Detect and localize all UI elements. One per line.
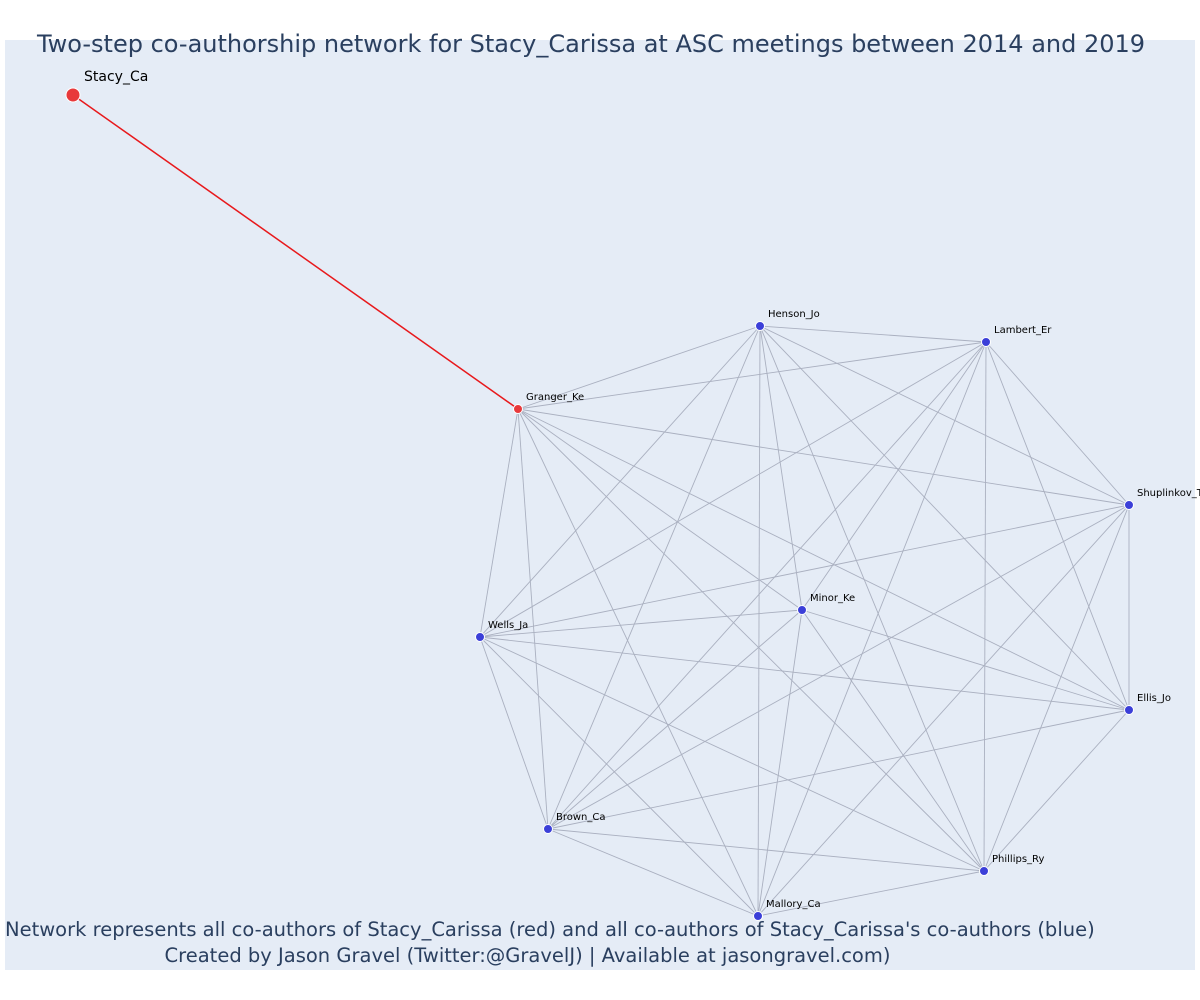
- edge-Henson_Jo-Brown_Ca: [547, 325, 761, 830]
- edge-Wells_Ja-Minor_Ke: [479, 609, 803, 638]
- edge-Henson_Jo-Shuplinkov_T: [759, 325, 1130, 506]
- node-label-Stacy_Ca: Stacy_Ca: [84, 69, 148, 85]
- edge-Mallory_Ca-Brown_Ca: [547, 828, 759, 917]
- node-Lambert_Er[interactable]: [981, 337, 991, 347]
- edge-Stacy_Ca-Granger_Ke: [72, 94, 519, 410]
- edge-Lambert_Er-Mallory_Ca: [757, 341, 987, 917]
- edge-Brown_Ca-Wells_Ja: [479, 636, 549, 830]
- edge-Phillips_Ry-Wells_Ja: [479, 636, 985, 872]
- node-label-Henson_Jo: Henson_Jo: [768, 309, 820, 320]
- node-label-Minor_Ke: Minor_Ke: [810, 593, 855, 604]
- edge-Ellis_Jo-Phillips_Ry: [983, 709, 1130, 872]
- edge-Mallory_Ca-Wells_Ja: [479, 636, 759, 917]
- edge-Shuplinkov_T-Mallory_Ca: [757, 504, 1130, 917]
- edge-Phillips_Ry-Minor_Ke: [801, 609, 985, 872]
- edge-Brown_Ca-Minor_Ke: [547, 609, 803, 830]
- edge-Henson_Jo-Lambert_Er: [759, 325, 987, 343]
- node-Shuplinkov_T[interactable]: [1124, 500, 1134, 510]
- edge-Lambert_Er-Minor_Ke: [801, 341, 987, 611]
- edge-Shuplinkov_T-Brown_Ca: [547, 504, 1130, 830]
- edge-Granger_Ke-Minor_Ke: [517, 408, 803, 611]
- node-label-Ellis_Jo: Ellis_Jo: [1137, 693, 1171, 704]
- edge-Granger_Ke-Mallory_Ca: [517, 408, 759, 917]
- node-label-Shuplinkov_T: Shuplinkov_T: [1137, 488, 1200, 499]
- edge-Granger_Ke-Shuplinkov_T: [517, 408, 1130, 506]
- edge-Granger_Ke-Phillips_Ry: [517, 408, 985, 872]
- edge-Phillips_Ry-Brown_Ca: [547, 828, 985, 872]
- edge-Mallory_Ca-Minor_Ke: [757, 609, 803, 917]
- edge-Granger_Ke-Ellis_Jo: [517, 408, 1130, 711]
- edge-Henson_Jo-Minor_Ke: [759, 325, 803, 611]
- edge-Phillips_Ry-Mallory_Ca: [757, 870, 985, 917]
- node-label-Lambert_Er: Lambert_Er: [994, 325, 1052, 336]
- edge-Henson_Jo-Wells_Ja: [479, 325, 761, 638]
- edge-Ellis_Jo-Minor_Ke: [801, 609, 1130, 711]
- edge-Lambert_Er-Phillips_Ry: [983, 341, 987, 872]
- edge-Henson_Jo-Phillips_Ry: [759, 325, 985, 872]
- edge-Lambert_Er-Ellis_Jo: [985, 341, 1130, 711]
- node-label-Granger_Ke: Granger_Ke: [526, 392, 584, 403]
- plot-background: [5, 40, 1195, 970]
- node-label-Phillips_Ry: Phillips_Ry: [992, 854, 1044, 865]
- node-Phillips_Ry[interactable]: [979, 866, 989, 876]
- footer-note: Network represents all co-authors of Sta…: [5, 918, 1095, 941]
- node-Brown_Ca[interactable]: [543, 824, 553, 834]
- edge-Granger_Ke-Lambert_Er: [517, 341, 987, 410]
- edges-layer: [72, 94, 1130, 917]
- chart-title: Two-step co-authorship network for Stacy…: [36, 30, 1146, 58]
- edge-Shuplinkov_T-Wells_Ja: [479, 504, 1130, 638]
- edge-Lambert_Er-Wells_Ja: [479, 341, 987, 638]
- node-Mallory_Ca[interactable]: [753, 911, 763, 921]
- node-Minor_Ke[interactable]: [797, 605, 807, 615]
- edge-Granger_Ke-Henson_Jo: [517, 325, 761, 410]
- edge-Ellis_Jo-Brown_Ca: [547, 709, 1130, 830]
- edge-Henson_Jo-Mallory_Ca: [757, 325, 761, 917]
- node-label-Mallory_Ca: Mallory_Ca: [766, 899, 821, 910]
- node-Ellis_Jo[interactable]: [1124, 705, 1134, 715]
- node-Wells_Ja[interactable]: [475, 632, 485, 642]
- edge-Granger_Ke-Wells_Ja: [479, 408, 519, 638]
- labels-layer: Stacy_Ca Granger_Ke Henson_Jo Lambert_Er Shu…: [84, 69, 1200, 910]
- node-label-Brown_Ca: Brown_Ca: [556, 812, 606, 823]
- edge-Lambert_Er-Shuplinkov_T: [985, 341, 1130, 506]
- node-Henson_Jo[interactable]: [755, 321, 765, 331]
- edge-Ellis_Jo-Wells_Ja: [479, 636, 1130, 711]
- node-Stacy_Ca[interactable]: [65, 87, 81, 103]
- footer-credit: Created by Jason Gravel (Twitter:@Gravel…: [164, 944, 891, 967]
- edge-Henson_Jo-Ellis_Jo: [759, 325, 1130, 711]
- node-Granger_Ke[interactable]: [513, 404, 523, 414]
- nodes-layer: [65, 87, 1134, 921]
- node-label-Wells_Ja: Wells_Ja: [488, 620, 528, 631]
- edge-Granger_Ke-Brown_Ca: [517, 408, 549, 830]
- edge-Lambert_Er-Brown_Ca: [547, 341, 987, 830]
